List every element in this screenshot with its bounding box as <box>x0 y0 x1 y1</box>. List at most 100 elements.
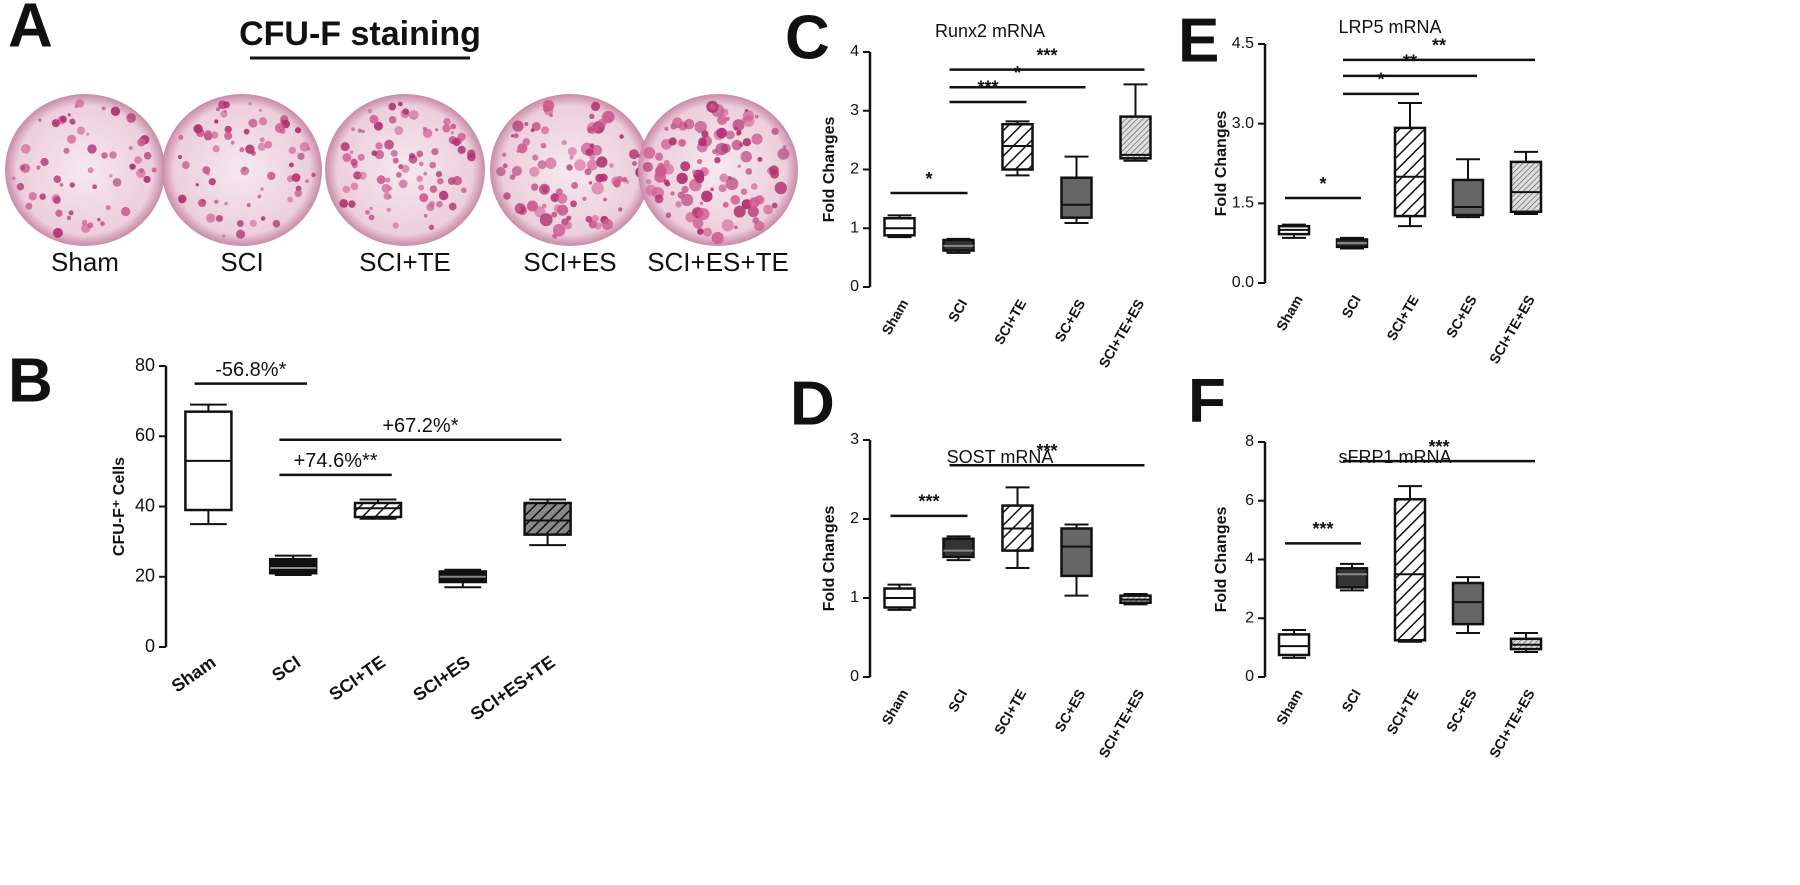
x-tick-label: SCI+TE <box>326 652 390 705</box>
y-tick-label: 1 <box>850 219 859 236</box>
colony <box>501 152 507 157</box>
colony <box>683 118 695 130</box>
colony <box>681 185 689 194</box>
colony <box>195 183 199 187</box>
colony <box>692 217 704 229</box>
box <box>523 501 572 536</box>
colony <box>350 158 358 166</box>
box <box>1393 126 1427 218</box>
panel-letter: B <box>8 346 53 415</box>
colony <box>294 127 302 134</box>
colony <box>369 114 379 124</box>
y-tick-label: 1.5 <box>1232 195 1254 212</box>
x-tick-label: SCI+TE+ES <box>1486 292 1538 366</box>
panel-letter: F <box>1188 366 1226 435</box>
x-tick-label: SC+ES <box>1443 292 1480 340</box>
colony <box>381 183 391 193</box>
colony <box>375 142 383 150</box>
colony <box>457 145 466 154</box>
colony <box>731 139 743 151</box>
colony <box>566 164 573 171</box>
box <box>1277 633 1311 657</box>
y-axis-label: Fold Changes <box>1213 507 1230 613</box>
dish-label: SCI+ES+TE <box>647 247 789 277</box>
colony <box>59 183 64 187</box>
significance-label: -56.8%* <box>215 359 286 381</box>
colony <box>450 131 454 135</box>
colony <box>645 179 652 185</box>
colony <box>734 126 738 131</box>
colony <box>143 151 152 160</box>
colony <box>740 151 752 163</box>
significance-label: +74.6%** <box>294 450 378 472</box>
colony <box>574 159 586 171</box>
colony <box>737 164 741 168</box>
colony <box>716 127 727 139</box>
colony <box>408 110 419 120</box>
colony <box>450 123 457 130</box>
colony <box>222 234 226 238</box>
y-tick-label: 0 <box>850 278 859 295</box>
colony <box>92 184 98 190</box>
box <box>1119 115 1152 160</box>
colony <box>342 153 352 162</box>
x-tick-label: SCI+ES+TE <box>467 652 559 725</box>
colony <box>105 205 111 211</box>
colony <box>299 141 310 152</box>
colony <box>585 215 593 223</box>
colony <box>395 171 402 178</box>
colony <box>438 190 449 201</box>
colony <box>121 206 131 217</box>
colony <box>643 146 656 159</box>
y-tick-label: 40 <box>135 495 155 515</box>
colony <box>87 167 94 174</box>
colony <box>178 134 184 140</box>
colony <box>394 126 404 136</box>
colony <box>701 190 713 203</box>
colony <box>340 142 350 152</box>
colony <box>361 129 365 133</box>
colony <box>280 115 289 124</box>
colony <box>288 162 294 168</box>
colony <box>66 215 72 221</box>
colony <box>350 182 359 191</box>
colony <box>725 177 739 191</box>
colony <box>21 143 31 154</box>
x-tick-label: SCI <box>945 296 971 324</box>
x-tick-label: SCI+TE+ES <box>1486 686 1538 760</box>
significance-label: * <box>1377 70 1384 90</box>
colony <box>447 177 456 185</box>
colony <box>215 214 223 222</box>
colony <box>208 178 216 186</box>
colony <box>570 200 577 208</box>
colony <box>744 108 749 113</box>
colony <box>429 185 438 193</box>
y-tick-label: 4 <box>1245 551 1254 568</box>
colony <box>236 220 244 228</box>
colony <box>512 120 524 132</box>
colony <box>530 128 535 133</box>
y-tick-label: 6 <box>1245 492 1254 509</box>
colony <box>291 173 301 182</box>
colony <box>591 144 603 156</box>
colony <box>69 118 76 125</box>
colony <box>215 107 221 112</box>
colony <box>63 147 70 154</box>
colony <box>267 171 276 181</box>
colony <box>561 140 567 146</box>
colony <box>552 223 566 237</box>
colony <box>741 117 747 123</box>
colony <box>348 200 356 208</box>
colony <box>511 165 523 177</box>
colony <box>532 154 539 161</box>
colony <box>86 132 90 136</box>
colony <box>136 168 146 178</box>
colony <box>109 174 113 178</box>
colony <box>642 162 653 173</box>
colony <box>442 124 451 133</box>
colony <box>416 150 424 158</box>
colony <box>19 164 26 171</box>
colony <box>101 106 106 111</box>
colony <box>742 138 752 147</box>
colony <box>717 115 727 126</box>
